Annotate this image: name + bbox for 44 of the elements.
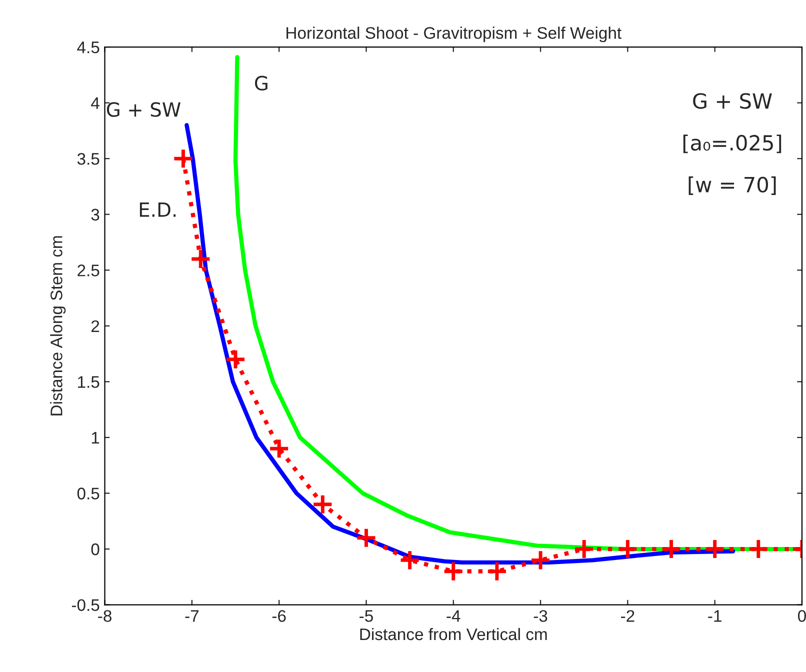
y-tick-label: 4: [91, 97, 100, 109]
point: [442, 560, 464, 582]
point: [268, 438, 290, 460]
y-tick-label: 0: [91, 543, 100, 556]
x-tick-label: -2: [621, 610, 634, 622]
y-axis-title: Distance Along Stem cm: [50, 236, 66, 416]
y-tick-label: 1: [92, 432, 100, 444]
point: [355, 527, 377, 549]
x-tick-label: -5: [360, 610, 373, 622]
chart-title: Horizontal Shoot - Gravitropism + Self Weight: [286, 26, 622, 42]
series-label: E.D.: [140, 202, 176, 217]
annotation: [w = 70]: [688, 176, 776, 195]
point: [399, 549, 421, 571]
point: [312, 494, 334, 516]
point: [660, 538, 682, 560]
point: [486, 560, 508, 582]
y-tick-label: -0.5: [72, 599, 100, 612]
annotation: [a₀=.025]: [683, 134, 782, 154]
point: [172, 148, 194, 170]
x-axis-title: Distance from Vertical cm: [360, 628, 547, 640]
x-tick-label: -4: [446, 610, 460, 622]
x-tick-label: 0: [798, 610, 806, 622]
y-tick-label: 2: [91, 320, 100, 332]
x-tick-label: -7: [185, 610, 198, 622]
point: [224, 348, 246, 370]
x-tick-label: -3: [534, 610, 548, 622]
x-tick-label: -6: [272, 610, 286, 622]
y-tick-label: 4.5: [77, 42, 100, 54]
point: [616, 538, 638, 560]
y-tick-label: 2.5: [78, 264, 100, 276]
point: [748, 538, 770, 560]
y-tick-label: 3.5: [77, 152, 100, 165]
y-tick-label: 1.5: [78, 376, 100, 388]
y-tick-label: 0.5: [77, 488, 100, 500]
y-tick-label: 3: [91, 208, 100, 221]
point: [573, 538, 595, 560]
point: [190, 248, 212, 270]
x-tick-label: -1: [708, 610, 722, 622]
series-label: G: [255, 76, 268, 90]
x-tick-label: -8: [98, 610, 112, 622]
point: [530, 549, 552, 571]
series-label: G + SW: [106, 102, 181, 117]
point: [704, 538, 726, 560]
annotation: G + SW: [693, 93, 772, 109]
